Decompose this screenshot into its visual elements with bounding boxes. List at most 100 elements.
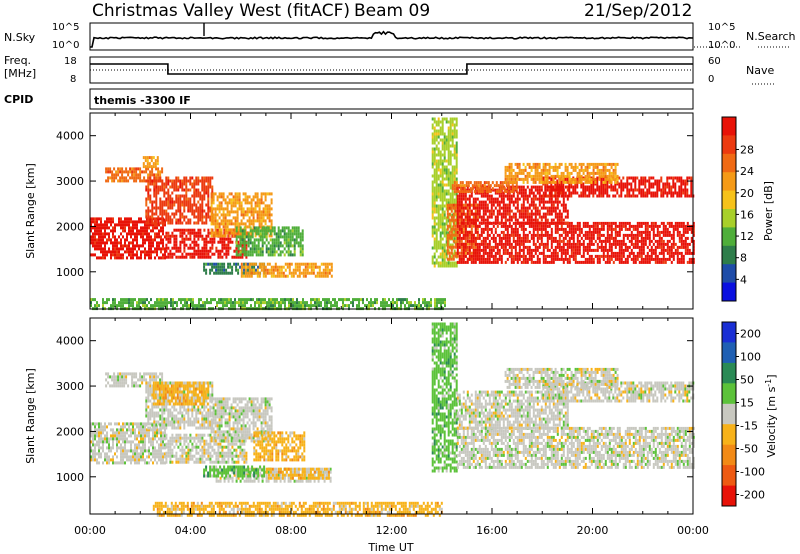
power-cell — [502, 212, 505, 216]
power-cell — [443, 171, 446, 175]
power-cell — [122, 235, 124, 239]
power-cell — [554, 197, 557, 201]
power-cell — [604, 239, 607, 243]
power-cell — [445, 252, 448, 256]
power-cell — [312, 271, 315, 275]
power-cell — [482, 203, 485, 207]
power-cell — [255, 229, 258, 233]
power-cell — [193, 203, 196, 207]
power-cell — [452, 212, 455, 216]
power-cell — [247, 244, 250, 248]
power-cell — [108, 238, 110, 242]
power-cell — [482, 245, 485, 249]
power-cell — [431, 141, 434, 145]
power-cell — [242, 301, 244, 305]
power-cell — [562, 227, 565, 231]
power-cell — [518, 248, 521, 252]
power-cell — [262, 262, 265, 266]
power-cell — [544, 227, 547, 231]
power-cell — [546, 188, 549, 192]
power-cell — [433, 195, 436, 199]
power-cell — [160, 298, 162, 302]
power-cell — [576, 245, 579, 249]
power-cell — [220, 231, 223, 235]
power-cell — [658, 245, 661, 249]
power-cell — [554, 245, 557, 249]
power-cell — [431, 117, 434, 121]
power-cell — [256, 301, 258, 305]
power-cell — [145, 215, 148, 219]
power-cell — [468, 251, 471, 255]
power-cell — [474, 239, 477, 243]
power-cell — [590, 242, 593, 246]
power-cell — [431, 258, 434, 262]
power-cell — [207, 209, 210, 213]
power-cell — [144, 250, 146, 254]
power-cell — [322, 274, 325, 278]
power-cell — [454, 245, 457, 249]
power-cell — [211, 185, 214, 189]
power-cell — [292, 268, 295, 272]
power-cell — [374, 301, 376, 305]
power-cell — [522, 209, 525, 213]
power-cell — [518, 236, 521, 240]
power-cell — [240, 204, 243, 208]
power-cell — [142, 232, 144, 236]
power-cell — [275, 232, 278, 236]
power-cell — [502, 224, 505, 228]
power-cell — [408, 301, 410, 305]
power-cell — [150, 159, 153, 163]
power-cell — [250, 274, 253, 278]
power-cell — [433, 231, 436, 235]
power-cell — [443, 138, 446, 142]
power-cell — [370, 301, 372, 305]
power-cell — [94, 241, 96, 245]
power-cell — [223, 252, 226, 256]
power-cell — [216, 225, 219, 229]
power-cell — [228, 234, 231, 238]
power-cell — [445, 189, 448, 193]
power-cell — [253, 238, 256, 242]
power-cell — [330, 268, 333, 272]
power-cell — [107, 179, 110, 183]
power-cell — [239, 238, 242, 242]
power-cell — [596, 236, 599, 240]
power-cell — [445, 228, 448, 232]
power-cell — [282, 274, 285, 278]
power-cell — [310, 301, 312, 305]
power-cell — [96, 217, 98, 221]
power-cell — [506, 230, 509, 234]
power-cell — [590, 230, 593, 234]
power-cell — [318, 301, 320, 305]
power-cell — [642, 236, 645, 240]
power-cell — [451, 153, 454, 157]
power-cell — [686, 260, 689, 264]
power-cell — [508, 197, 511, 201]
power-cell — [110, 238, 112, 242]
power-cell — [552, 209, 555, 213]
power-cell — [638, 254, 641, 258]
power-cell — [614, 233, 617, 237]
power-cell — [574, 254, 577, 258]
power-cell — [92, 235, 94, 239]
power-cell — [291, 226, 294, 230]
power-cell — [464, 233, 467, 237]
power-cell — [320, 274, 323, 278]
power-cell — [394, 301, 396, 305]
power-cell — [175, 179, 178, 183]
power-cell — [638, 233, 641, 237]
power-cell — [177, 185, 180, 189]
power-cell — [534, 242, 537, 246]
power-cell — [267, 250, 270, 254]
power-cell — [242, 192, 245, 196]
power-cell — [460, 260, 463, 264]
power-cell — [443, 141, 446, 145]
power-cell — [522, 233, 525, 237]
power-cell — [126, 232, 128, 236]
power-cell — [439, 129, 442, 133]
power-cell — [458, 209, 461, 213]
power-cell — [181, 212, 184, 216]
power-cell — [228, 228, 231, 232]
power-cell — [201, 185, 204, 189]
power-cell — [443, 135, 446, 139]
